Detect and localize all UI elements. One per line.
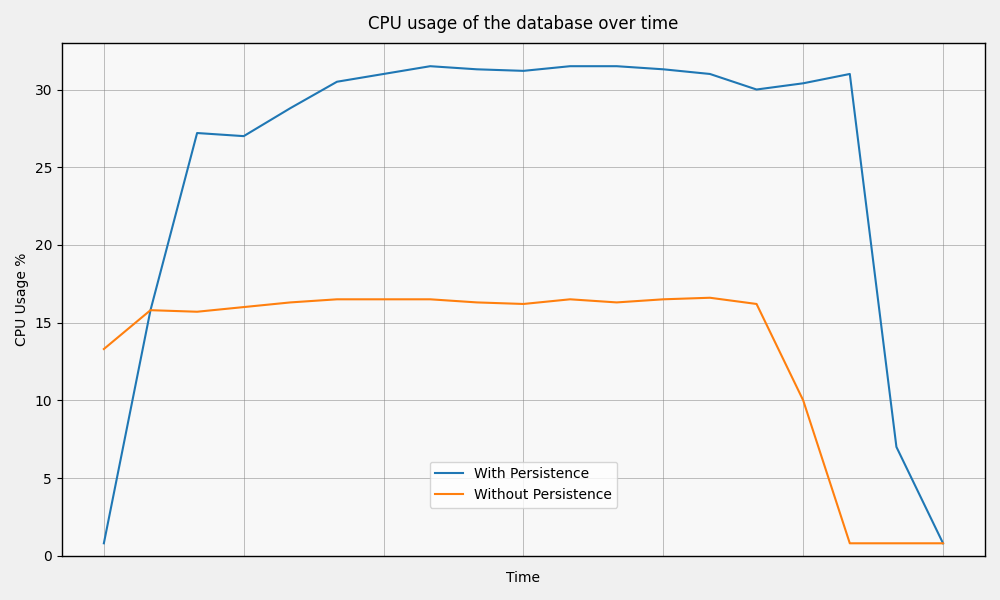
- Without Persistence: [284, 299, 296, 306]
- Without Persistence: [657, 296, 669, 303]
- With Persistence: [284, 104, 296, 112]
- With Persistence: [844, 70, 856, 77]
- Without Persistence: [751, 301, 763, 308]
- Legend: With Persistence, Without Persistence: With Persistence, Without Persistence: [430, 461, 617, 508]
- With Persistence: [191, 130, 203, 137]
- Line: Without Persistence: Without Persistence: [104, 298, 943, 543]
- Without Persistence: [144, 307, 156, 314]
- Without Persistence: [704, 294, 716, 301]
- With Persistence: [657, 66, 669, 73]
- Without Persistence: [98, 346, 110, 353]
- X-axis label: Time: Time: [506, 571, 540, 585]
- With Persistence: [144, 307, 156, 314]
- Without Persistence: [378, 296, 390, 303]
- With Persistence: [704, 70, 716, 77]
- With Persistence: [98, 539, 110, 547]
- Without Persistence: [890, 539, 902, 547]
- Without Persistence: [424, 296, 436, 303]
- With Persistence: [797, 80, 809, 87]
- Without Persistence: [564, 296, 576, 303]
- With Persistence: [564, 62, 576, 70]
- Without Persistence: [191, 308, 203, 316]
- Without Persistence: [238, 304, 250, 311]
- Y-axis label: CPU Usage %: CPU Usage %: [15, 253, 29, 346]
- With Persistence: [424, 62, 436, 70]
- With Persistence: [937, 539, 949, 547]
- Without Persistence: [471, 299, 483, 306]
- With Persistence: [890, 443, 902, 451]
- With Persistence: [331, 78, 343, 85]
- Line: With Persistence: With Persistence: [104, 66, 943, 543]
- With Persistence: [611, 62, 623, 70]
- With Persistence: [471, 66, 483, 73]
- With Persistence: [238, 133, 250, 140]
- With Persistence: [378, 70, 390, 77]
- Without Persistence: [517, 301, 529, 308]
- Without Persistence: [797, 397, 809, 404]
- Without Persistence: [844, 539, 856, 547]
- Title: CPU usage of the database over time: CPU usage of the database over time: [368, 15, 679, 33]
- Without Persistence: [331, 296, 343, 303]
- Without Persistence: [611, 299, 623, 306]
- With Persistence: [751, 86, 763, 93]
- Without Persistence: [937, 539, 949, 547]
- With Persistence: [517, 67, 529, 74]
